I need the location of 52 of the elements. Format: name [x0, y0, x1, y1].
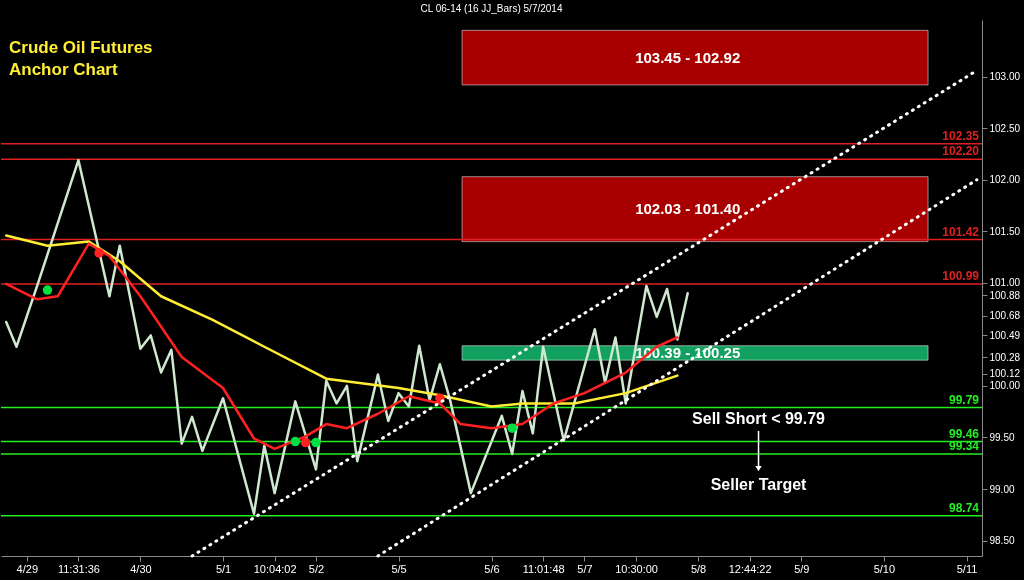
ref-line-label: 99.46 [948, 426, 980, 441]
ref-line-label: 100.99 [942, 268, 980, 283]
x-tick-label: 5/7 [577, 562, 593, 575]
annotation: Sell Short < 99.79 [692, 410, 826, 427]
ref-line-label: 98.74 [948, 500, 980, 515]
x-tick-label: 10:04:02 [253, 562, 297, 575]
x-tick-label: 5/9 [794, 562, 810, 575]
point [94, 248, 104, 258]
text: Crude Oil Futures Anchor Chart [9, 38, 153, 79]
band-label: 103.45 - 102.92 [635, 48, 741, 66]
y-tick-label: 102.50 [989, 122, 1021, 134]
y-tick-label: 99.00 [989, 483, 1015, 495]
y-tick-label: 101.00 [989, 277, 1021, 289]
x-tick-label: 5/2 [308, 562, 325, 575]
x-tick-label: 11:01:48 [522, 562, 565, 575]
y-tick-label: 99.50 [989, 431, 1015, 443]
point [507, 423, 517, 433]
x-tick-label: 12:44:22 [728, 562, 772, 575]
y-tick-label: 100.88 [989, 289, 1021, 301]
x-tick-label: 5/6 [484, 562, 500, 575]
y-tick-label: 98.50 [989, 535, 1015, 547]
band-label: 102.03 - 101.40 [635, 200, 741, 218]
y-tick-label: 100.68 [989, 310, 1021, 322]
x-tick-label: 4/29 [16, 562, 39, 575]
point [300, 437, 311, 448]
x-tick-label: 10:30:00 [615, 562, 658, 575]
y-tick-label: 100.49 [989, 329, 1021, 341]
y-tick-label: 102.00 [989, 174, 1021, 186]
ref-line-label: 102.35 [942, 128, 980, 143]
line-series [4, 234, 679, 408]
x-tick-label: 5/10 [873, 562, 896, 575]
x-tick-label: 4/30 [130, 562, 152, 575]
y-tick-label: 103.00 [989, 71, 1021, 83]
y-tick-label: 101.50 [989, 225, 1021, 237]
y-tick-label: 100.28 [989, 351, 1021, 363]
x-tick-label: 5/5 [391, 562, 407, 575]
point [290, 436, 301, 447]
y-tick-label: 100.12 [989, 368, 1021, 380]
annotation: Seller Target [710, 475, 808, 493]
line-series [4, 242, 679, 451]
line-series [4, 158, 689, 515]
ref-line-label: 99.79 [948, 392, 980, 407]
point [311, 437, 321, 448]
x-tick-label: 11:31:36 [57, 562, 100, 575]
x-tick-label: 5/11 [956, 562, 978, 575]
point [42, 285, 53, 295]
y-tick-label: 100.00 [989, 380, 1021, 392]
x-tick-label: 5/1 [215, 562, 232, 575]
ref-line-label: 102.20 [942, 144, 980, 159]
x-tick-label: 5/8 [690, 562, 707, 575]
chart-subtitle: CL 06-14 (16 JJ_Bars) 5/7/2014 [420, 3, 563, 14]
ref-line-label: 101.42 [942, 224, 980, 239]
